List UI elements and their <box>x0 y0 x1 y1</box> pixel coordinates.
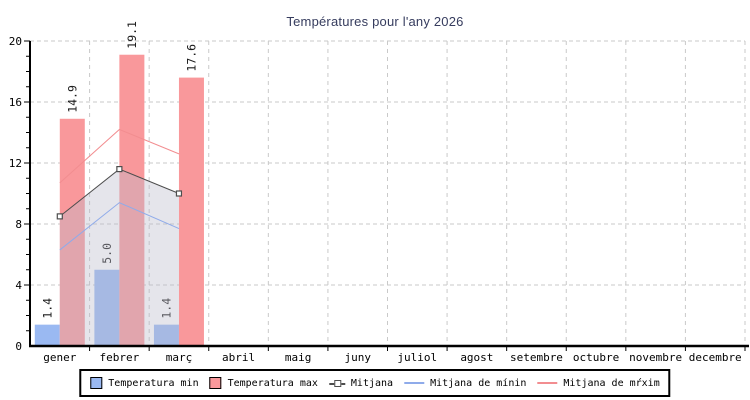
x-tick-label-setembre: setembre <box>510 351 563 364</box>
bar-temperatura-min-març <box>153 324 179 346</box>
y-tick-label: 0 <box>15 340 22 353</box>
legend-item-temperatura-min: Temperatura min <box>90 377 199 389</box>
legend-swatch-min-line-icon <box>404 382 425 384</box>
y-tick-label: 4 <box>15 279 22 292</box>
legend-swatch-min-icon <box>90 377 103 389</box>
bar-value-label: 5.0 <box>100 243 114 264</box>
bar-value-label: 14.9 <box>65 85 79 113</box>
legend-item-mitjana-min: Mitjana de mínin <box>404 378 526 389</box>
legend-label-mitjana: Mitjana <box>350 377 394 389</box>
x-tick-label-juny: juny <box>344 351 371 364</box>
bar-value-label: 19.1 <box>125 21 139 49</box>
bar-value-label: 17.6 <box>184 44 198 72</box>
x-tick-label-decembre: decembre <box>689 351 742 364</box>
x-tick-label-març: març <box>166 351 193 364</box>
line-mitjana-de-mínin <box>59 202 180 251</box>
chart-title: Températures pour l'any 2026 <box>286 14 464 29</box>
legend: Temperatura min Temperatura max Mitjana … <box>79 369 671 397</box>
x-tick-label-febrer: febrer <box>100 351 140 364</box>
line-mitjana-de-mŕxim <box>59 128 180 184</box>
bar-value-label: 1.4 <box>40 298 54 319</box>
legend-label-mitjana-max: Mitjana de mŕxim <box>563 377 660 389</box>
mitjana-marker <box>56 213 63 220</box>
y-tick-label: 20 <box>9 35 22 48</box>
legend-label-temperatura-min: Temperatura min <box>108 377 199 389</box>
x-tick-label-agost: agost <box>460 351 493 364</box>
mitjana-area <box>59 169 179 346</box>
bar-value-label: 1.4 <box>159 298 173 319</box>
legend-label-temperatura-max: Temperatura max <box>227 377 318 389</box>
legend-swatch-max-icon <box>209 377 222 389</box>
y-tick-label: 12 <box>9 157 22 170</box>
bar-temperatura-max-març <box>178 77 204 346</box>
x-tick-label-abril: abril <box>222 351 255 364</box>
legend-swatch-mitjana-line-marker-icon <box>328 379 345 388</box>
bar-temperatura-min-gener <box>34 324 60 346</box>
bar-temperatura-max-febrer <box>119 54 145 346</box>
legend-label-mitjana-min: Mitjana de mínin <box>430 377 527 389</box>
y-tick-label: 16 <box>9 96 22 109</box>
x-tick-label-gener: gener <box>43 351 76 364</box>
legend-swatch-max-line-icon <box>537 382 558 384</box>
x-tick-label-octubre: octubre <box>573 351 619 364</box>
mitjana-marker <box>116 166 123 173</box>
x-tick-label-novembre: novembre <box>629 351 682 364</box>
legend-item-mitjana-max: Mitjana de mŕxim <box>537 377 660 389</box>
y-tick-label: 8 <box>15 218 22 231</box>
x-tick-label-juliol: juliol <box>397 351 437 364</box>
legend-item-temperatura-max: Temperatura max <box>209 377 318 389</box>
x-tick-label-maig: maig <box>285 351 312 364</box>
bar-temperatura-max-gener <box>59 118 85 347</box>
legend-item-mitjana: Mitjana <box>328 377 394 389</box>
mitjana-marker <box>175 190 183 197</box>
bar-temperatura-min-febrer <box>94 269 120 346</box>
